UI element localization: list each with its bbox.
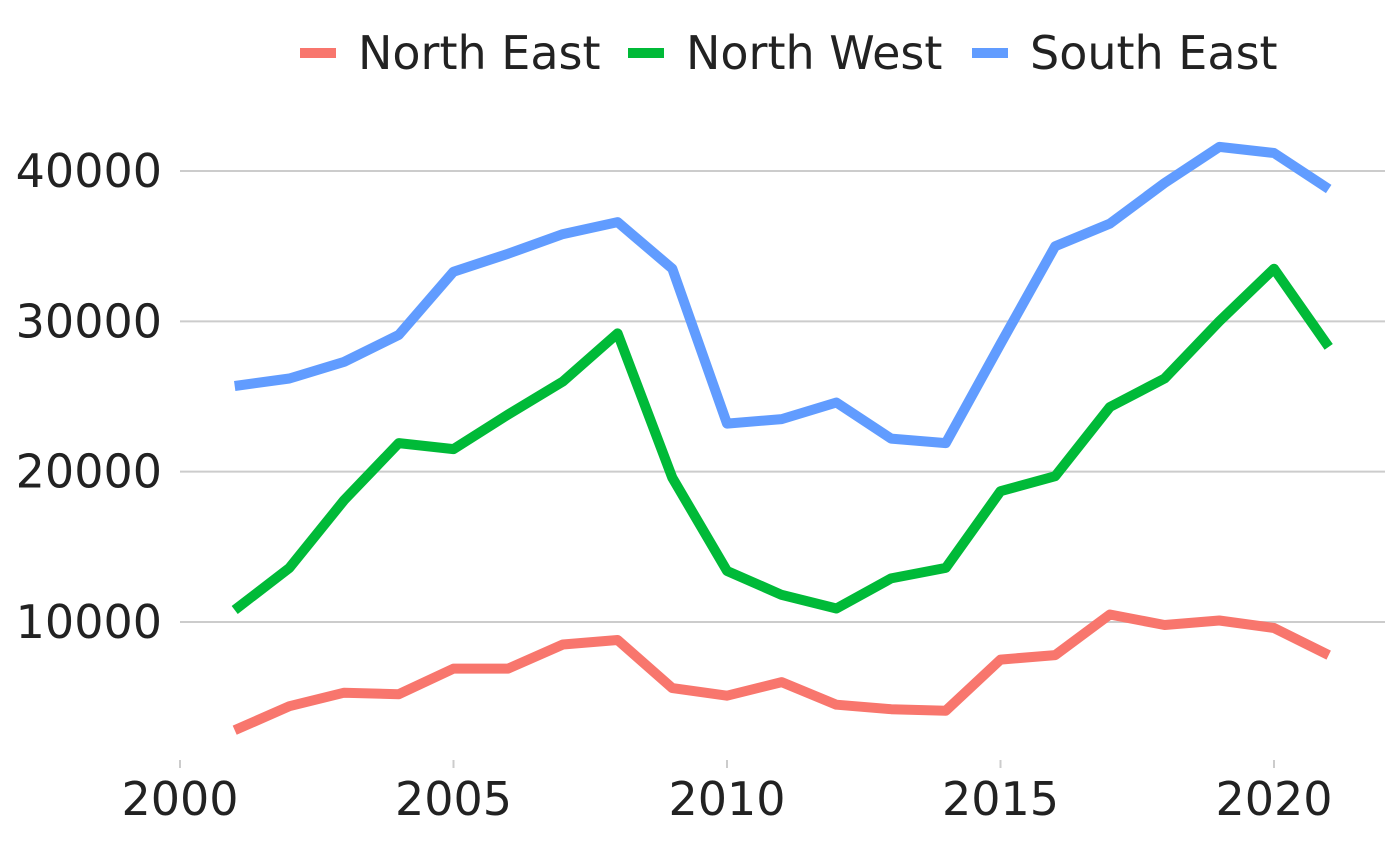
series-line-north-west	[231, 263, 1333, 614]
series-line-south-east	[234, 141, 1332, 449]
x-tick-label: 2015	[942, 772, 1059, 826]
x-axis: 2000 2005 2010 2015 2020	[121, 760, 1333, 826]
x-tick-label: 2000	[121, 772, 238, 826]
y-tick-label: 10000	[16, 595, 162, 649]
x-tick-label: 2010	[668, 772, 785, 826]
gridlines	[180, 170, 1385, 623]
x-tick-label: 2005	[395, 772, 512, 826]
x-tick-label: 2020	[1215, 772, 1332, 826]
plot-area	[231, 141, 1333, 735]
y-axis: 10000 20000 30000 40000	[16, 144, 162, 649]
y-tick-label: 20000	[16, 445, 162, 499]
legend: North East North West South East	[300, 26, 1278, 80]
legend-label-north-west: North West	[686, 26, 942, 80]
y-tick-label: 30000	[16, 294, 162, 348]
legend-label-south-east: South East	[1030, 26, 1278, 80]
series-line-north-east	[232, 609, 1331, 735]
legend-label-north-east: North East	[358, 26, 601, 80]
y-tick-label: 40000	[16, 144, 162, 198]
